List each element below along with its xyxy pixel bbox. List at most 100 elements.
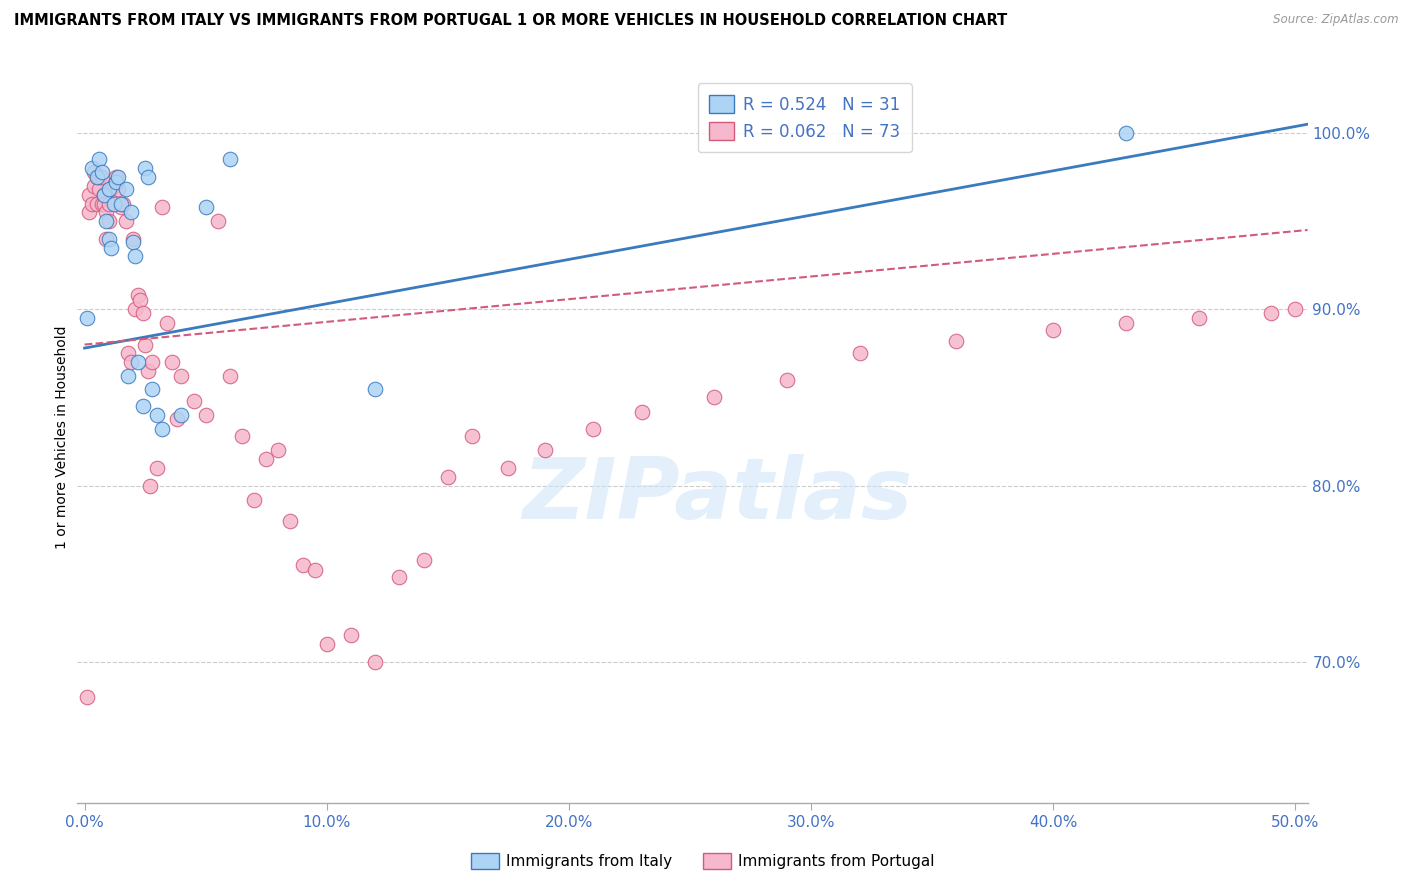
- Point: [630, 404, 652, 418]
- Point: [110, 196, 132, 211]
- Point: [79, 187, 101, 202]
- Point: [96, 205, 118, 219]
- Point: [141, 355, 163, 369]
- Point: [1115, 317, 1137, 331]
- Point: [207, 214, 229, 228]
- Point: [1284, 302, 1306, 317]
- Point: [112, 196, 135, 211]
- Point: [146, 408, 169, 422]
- Point: [219, 369, 242, 384]
- Point: [183, 393, 205, 408]
- Point: [231, 429, 253, 443]
- Point: [437, 469, 460, 483]
- Point: [291, 558, 314, 572]
- Point: [107, 170, 129, 185]
- Point: [146, 461, 169, 475]
- Point: [132, 399, 155, 413]
- Point: [150, 200, 173, 214]
- Point: [150, 422, 173, 436]
- Point: [280, 514, 302, 528]
- Point: [97, 196, 120, 211]
- Point: [315, 637, 337, 651]
- Point: [122, 232, 145, 246]
- Point: [117, 346, 139, 360]
- Point: [76, 690, 98, 704]
- Point: [127, 288, 149, 302]
- Point: [90, 196, 112, 211]
- Point: [141, 382, 163, 396]
- Point: [89, 182, 111, 196]
- Point: [848, 346, 870, 360]
- Point: [97, 214, 120, 228]
- Point: [83, 165, 105, 179]
- Point: [364, 655, 387, 669]
- Point: [267, 443, 290, 458]
- Point: [194, 408, 217, 422]
- Point: [340, 628, 363, 642]
- Point: [90, 165, 112, 179]
- Point: [110, 200, 132, 214]
- Point: [132, 306, 155, 320]
- Point: [86, 170, 108, 185]
- Text: Source: ZipAtlas.com: Source: ZipAtlas.com: [1274, 13, 1399, 27]
- Point: [219, 153, 242, 167]
- Point: [945, 334, 967, 348]
- Point: [100, 182, 122, 196]
- Point: [105, 170, 128, 185]
- Point: [105, 175, 128, 189]
- Point: [117, 369, 139, 384]
- Point: [703, 391, 725, 405]
- Point: [461, 429, 484, 443]
- Point: [364, 382, 387, 396]
- Point: [243, 492, 266, 507]
- Point: [170, 369, 193, 384]
- Point: [90, 170, 112, 185]
- Point: [194, 200, 217, 214]
- Point: [97, 182, 120, 196]
- Point: [1260, 306, 1282, 320]
- Point: [1187, 311, 1209, 326]
- Point: [533, 443, 555, 458]
- Point: [79, 205, 101, 219]
- Point: [93, 196, 115, 211]
- Point: [100, 241, 122, 255]
- Point: [1042, 323, 1064, 337]
- Point: [412, 552, 434, 566]
- Point: [103, 178, 125, 193]
- Point: [1115, 126, 1137, 140]
- Point: [124, 302, 146, 317]
- Point: [96, 214, 118, 228]
- Point: [76, 311, 98, 326]
- Point: [127, 355, 149, 369]
- Point: [170, 408, 193, 422]
- Point: [114, 214, 136, 228]
- Point: [103, 196, 125, 211]
- Point: [139, 478, 162, 492]
- Point: [89, 153, 111, 167]
- Y-axis label: 1 or more Vehicles in Household: 1 or more Vehicles in Household: [55, 326, 69, 549]
- Text: IMMIGRANTS FROM ITALY VS IMMIGRANTS FROM PORTUGAL 1 OR MORE VEHICLES IN HOUSEHOL: IMMIGRANTS FROM ITALY VS IMMIGRANTS FROM…: [14, 13, 1007, 29]
- Point: [388, 570, 411, 584]
- Legend: Immigrants from Italy, Immigrants from Portugal: Immigrants from Italy, Immigrants from P…: [465, 847, 941, 875]
- Point: [83, 178, 105, 193]
- Point: [89, 170, 111, 185]
- Point: [304, 563, 326, 577]
- Point: [166, 411, 188, 425]
- Point: [86, 196, 108, 211]
- Point: [80, 161, 103, 176]
- Point: [160, 355, 183, 369]
- Point: [582, 422, 605, 436]
- Point: [124, 249, 146, 263]
- Point: [93, 187, 115, 202]
- Point: [129, 293, 152, 308]
- Point: [156, 317, 179, 331]
- Point: [134, 161, 156, 176]
- Point: [97, 232, 120, 246]
- Point: [136, 170, 159, 185]
- Text: ZIPatlas: ZIPatlas: [522, 454, 912, 537]
- Point: [96, 232, 118, 246]
- Point: [80, 196, 103, 211]
- Legend: R = 0.524   N = 31, R = 0.062   N = 73: R = 0.524 N = 31, R = 0.062 N = 73: [697, 83, 911, 153]
- Point: [122, 235, 145, 250]
- Point: [498, 461, 520, 475]
